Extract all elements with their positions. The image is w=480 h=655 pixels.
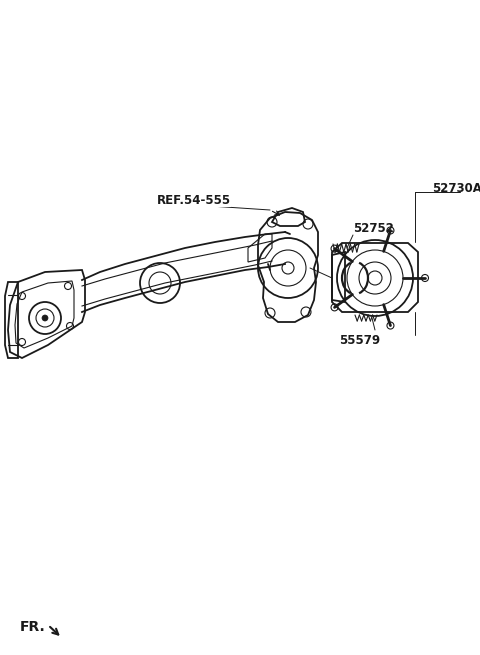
Text: 55579: 55579 — [339, 333, 381, 346]
Circle shape — [42, 315, 48, 321]
Text: 52752: 52752 — [353, 221, 394, 234]
Text: 52730A: 52730A — [432, 181, 480, 195]
Text: FR.: FR. — [20, 620, 46, 634]
Text: REF.54-555: REF.54-555 — [157, 193, 231, 206]
